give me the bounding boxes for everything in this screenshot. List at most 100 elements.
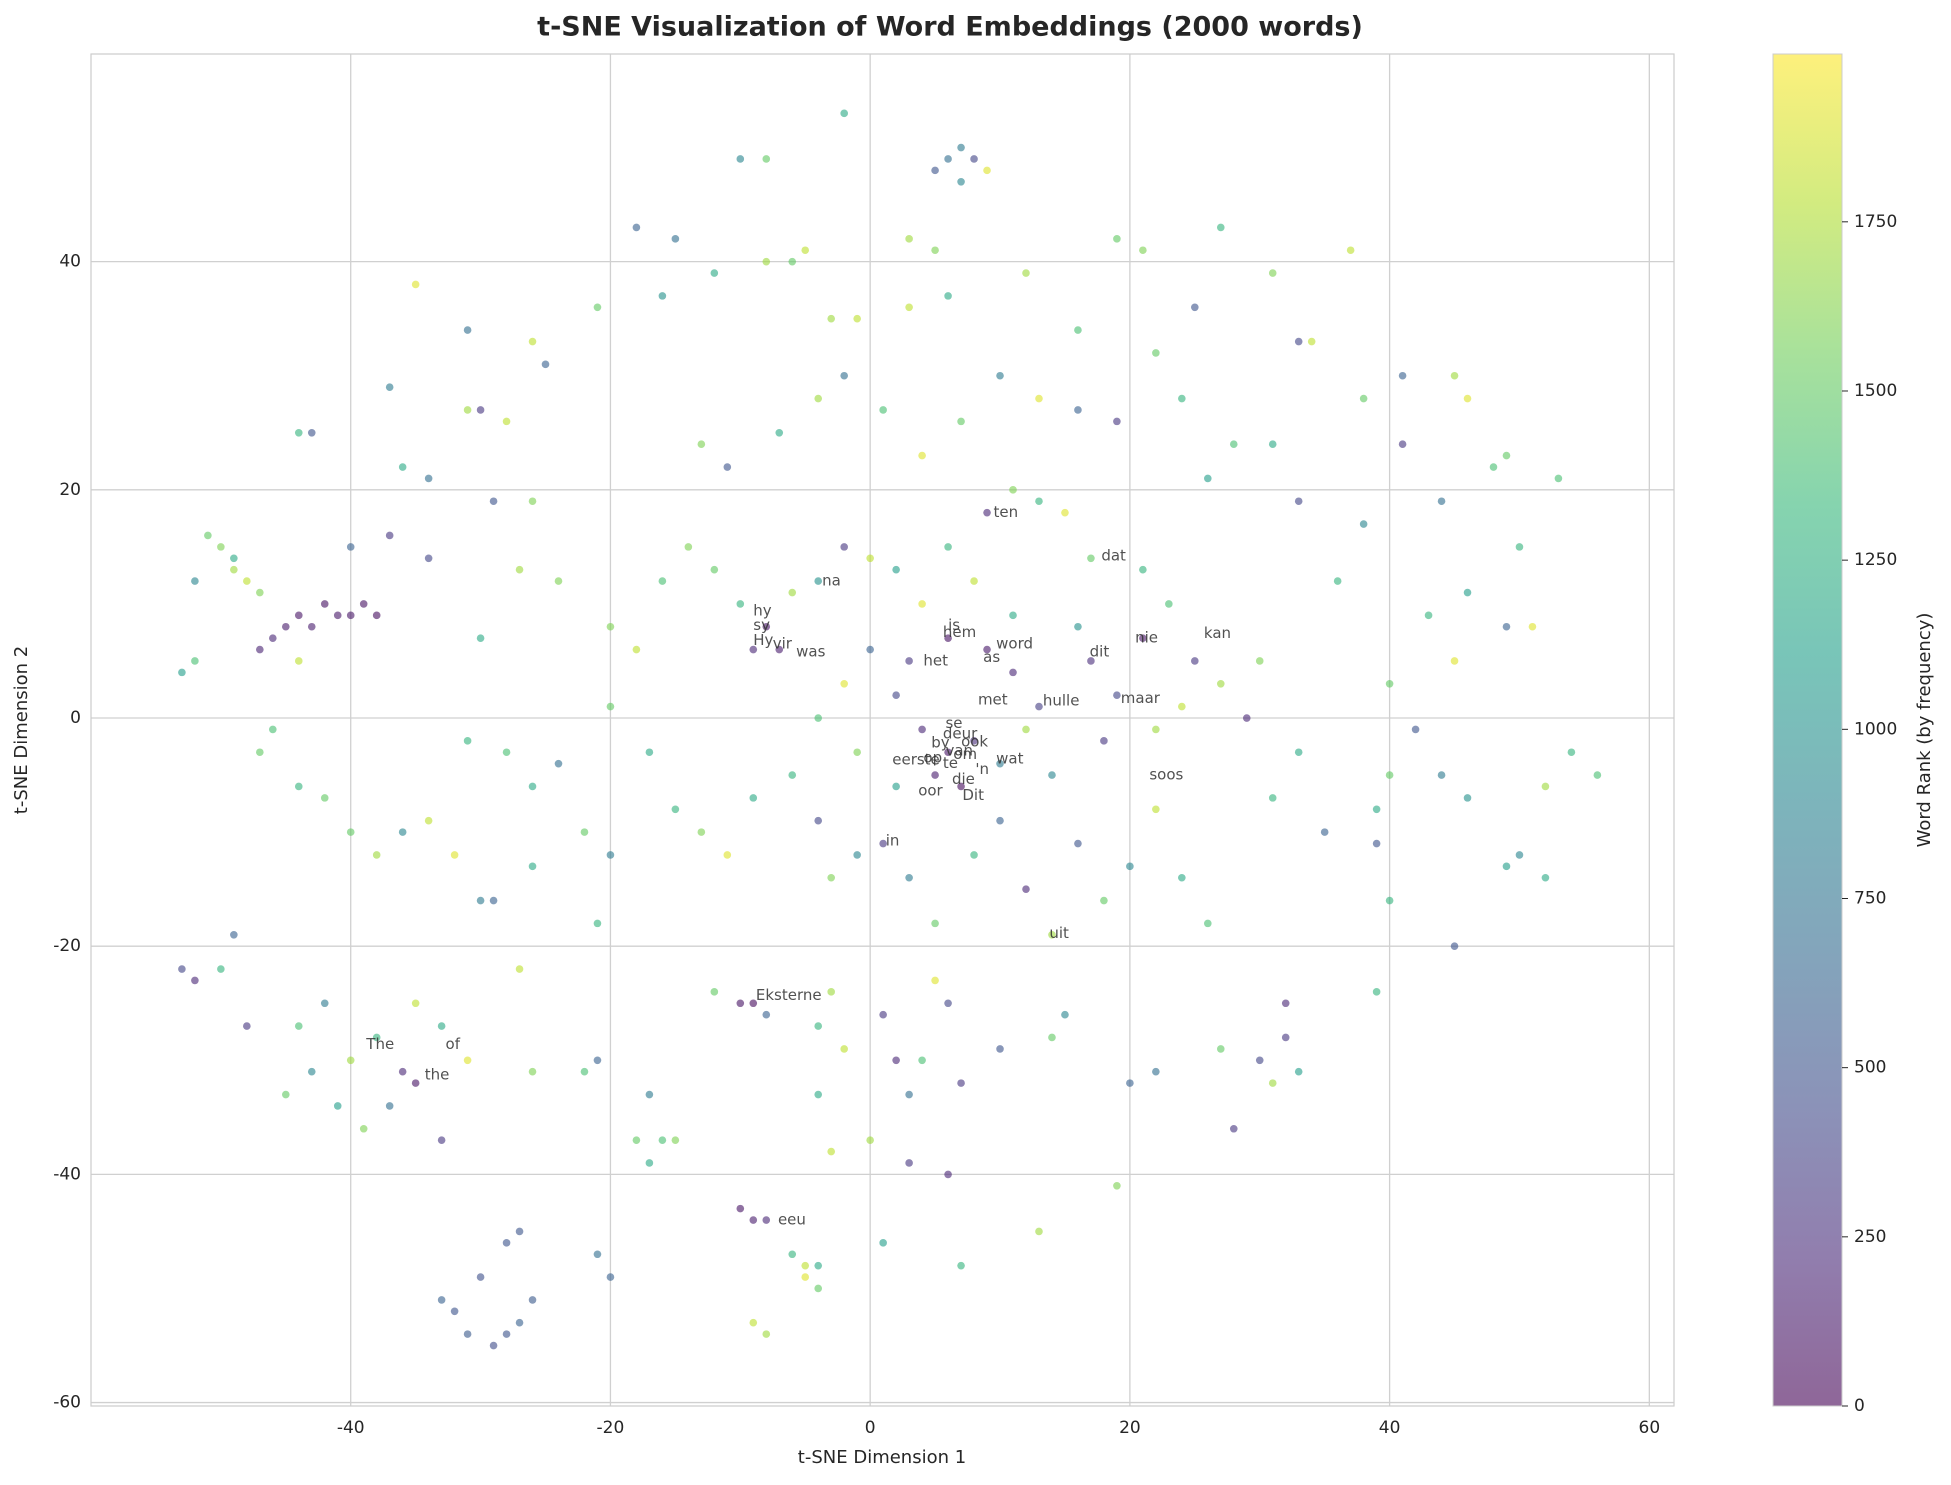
y-tick-label: -40: [53, 1164, 81, 1184]
point: [294, 428, 303, 437]
point: [775, 428, 784, 437]
point: [1359, 394, 1368, 403]
x-tick-label: -40: [337, 1418, 365, 1438]
point: [593, 919, 602, 928]
point: [1385, 896, 1394, 905]
colorbar-tick-label: 500: [1854, 1058, 1886, 1078]
point: [398, 828, 407, 836]
point: [1294, 1067, 1303, 1076]
point: [1502, 622, 1511, 631]
point: [476, 896, 485, 905]
point: [749, 794, 758, 802]
point: [736, 999, 745, 1008]
point: [230, 565, 238, 574]
y-tick-label: -60: [53, 1393, 81, 1413]
word-label: The: [365, 1035, 394, 1053]
point: [359, 1124, 368, 1133]
point: [217, 543, 225, 551]
point: [879, 1010, 887, 1019]
point: [1022, 269, 1030, 277]
point: [606, 1273, 615, 1281]
word-label: soos: [1149, 766, 1183, 784]
point: [372, 851, 381, 859]
point: [814, 394, 823, 403]
point: [437, 1136, 446, 1144]
point: [307, 622, 316, 631]
point: [1152, 725, 1160, 734]
point: [1528, 622, 1537, 631]
point: [996, 371, 1004, 380]
point: [1463, 588, 1472, 597]
point: [814, 714, 823, 722]
point: [463, 1056, 472, 1065]
word-label: met: [978, 690, 1008, 708]
point: [957, 143, 965, 152]
point: [1139, 246, 1147, 255]
plot-frame: [90, 53, 1675, 1407]
point: [749, 645, 758, 654]
point: [762, 622, 771, 631]
point: [879, 406, 887, 414]
point: [1307, 337, 1316, 346]
point: [1048, 1033, 1056, 1042]
point: [1022, 885, 1030, 893]
point: [944, 543, 952, 551]
point: [1178, 394, 1186, 403]
point: [1424, 611, 1433, 620]
point: [294, 611, 303, 620]
point: [723, 851, 732, 859]
point: [424, 554, 433, 563]
point: [281, 1090, 290, 1099]
point: [1191, 303, 1199, 312]
point: [1035, 394, 1043, 403]
point: [905, 873, 913, 882]
point: [437, 1296, 446, 1304]
x-axis-label: t-SNE Dimension 1: [798, 1447, 966, 1468]
point: [1268, 794, 1277, 802]
point: [788, 1250, 797, 1259]
point: [606, 851, 615, 859]
point: [892, 782, 900, 791]
point: [256, 748, 264, 757]
point: [957, 782, 965, 791]
point: [645, 748, 654, 757]
word-label: of: [446, 1035, 461, 1053]
point: [632, 645, 641, 654]
point: [944, 999, 952, 1008]
point: [762, 155, 771, 163]
point: [918, 1056, 926, 1065]
point: [593, 1056, 602, 1065]
point: [645, 1159, 654, 1167]
point: [606, 702, 615, 711]
point: [658, 292, 667, 300]
word-label: by: [931, 734, 950, 752]
point: [1411, 725, 1420, 734]
x-tick-label: 40: [1379, 1418, 1401, 1438]
word-label: hulle: [1043, 691, 1080, 709]
point: [230, 554, 238, 563]
point: [762, 257, 771, 266]
point: [788, 588, 797, 597]
point: [814, 577, 823, 585]
point: [801, 1261, 810, 1270]
point: [827, 1147, 836, 1156]
point: [918, 725, 926, 734]
point: [1126, 862, 1134, 871]
point: [671, 805, 680, 814]
point: [1152, 349, 1160, 357]
point: [1346, 246, 1355, 255]
point: [814, 1090, 823, 1099]
point: [918, 600, 926, 608]
point: [1216, 679, 1225, 688]
point: [398, 463, 407, 471]
point: [983, 645, 991, 654]
point: [528, 337, 537, 346]
point: [294, 782, 303, 791]
point: [1515, 851, 1524, 859]
point: [463, 406, 472, 414]
point: [178, 668, 186, 677]
point: [970, 577, 978, 585]
point: [1229, 440, 1238, 448]
point: [1074, 326, 1082, 334]
